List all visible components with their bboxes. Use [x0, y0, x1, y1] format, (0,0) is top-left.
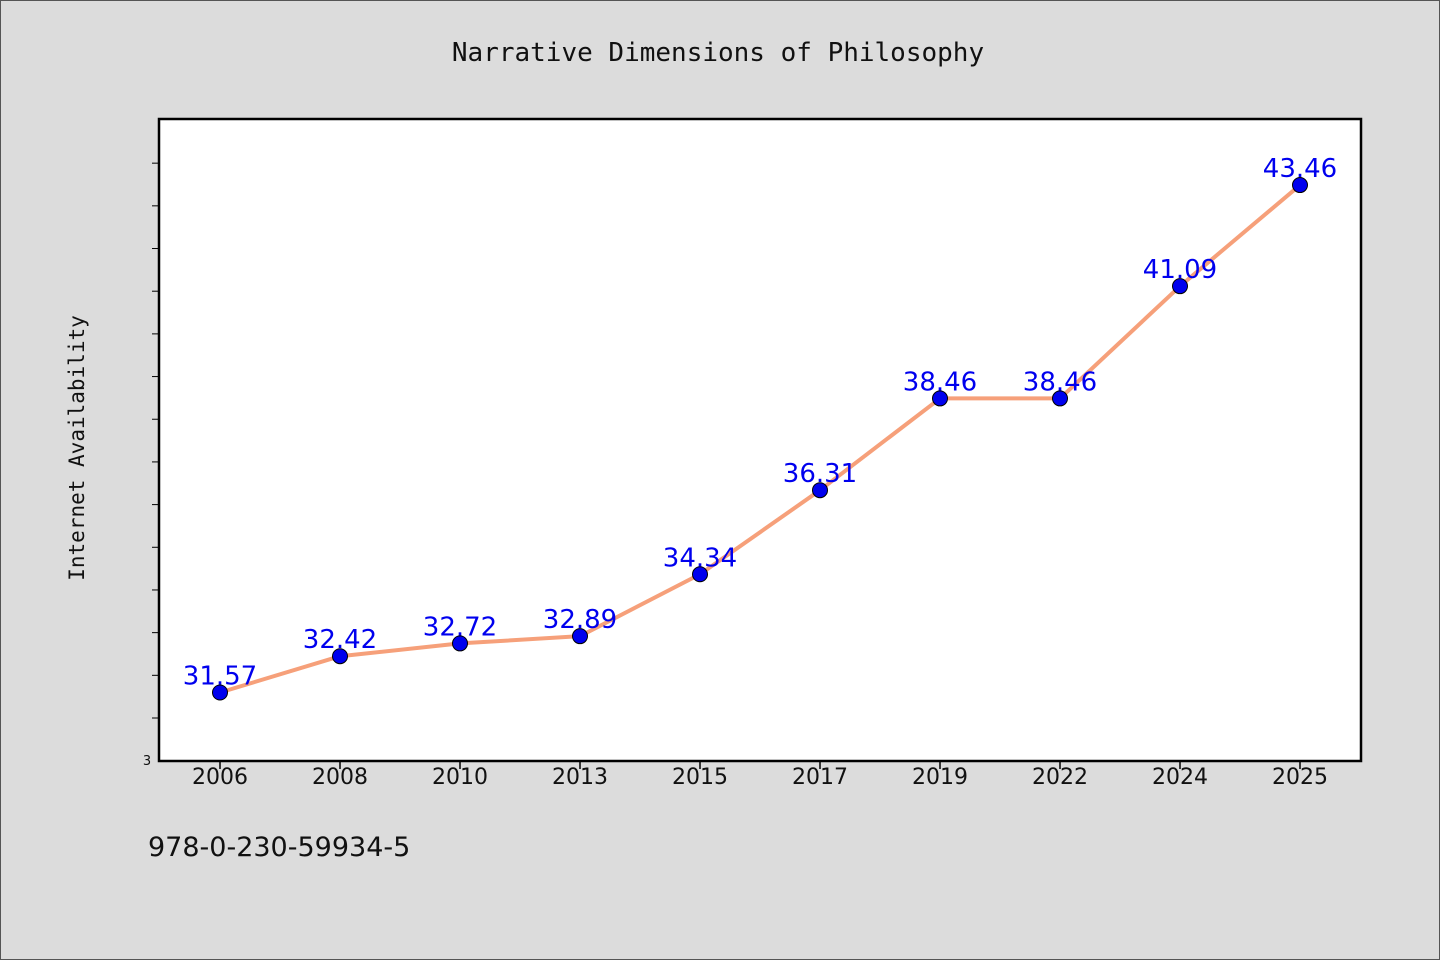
data-point: [812, 482, 828, 499]
data-point: [1172, 278, 1188, 295]
data-point: [932, 390, 948, 407]
x-tick-label: 2006: [192, 765, 248, 790]
x-axis-ticks: 2006 2008 2010 2013 2015 2017 2019 2022 2024 2025: [192, 761, 1328, 790]
data-point: [572, 628, 588, 645]
series-line: [218, 183, 1302, 695]
x-tick-label: 2008: [312, 765, 368, 790]
isbn-text: 978-0-230-59934-5: [148, 832, 411, 863]
x-tick-label: 2015: [672, 765, 728, 790]
x-tick-label: 2019: [912, 765, 968, 790]
data-label: 32.42: [303, 625, 377, 655]
data-point: [1052, 390, 1068, 407]
data-point: [212, 684, 228, 701]
y-axis-label: Internet Availability: [65, 315, 89, 581]
x-tick-label: 2010: [432, 765, 488, 790]
data-label: 36.31: [783, 459, 857, 489]
data-point: [692, 566, 708, 583]
series-group: [212, 177, 1308, 701]
chart-title: Narrative Dimensions of Philosophy: [452, 38, 984, 68]
x-tick-label: 2022: [1032, 765, 1088, 790]
data-label: 34.34: [663, 543, 737, 573]
data-label: 32.72: [423, 612, 497, 642]
y-axis-min-label: 3: [143, 754, 151, 769]
data-point: [1292, 177, 1308, 194]
data-label: 41.09: [1143, 255, 1217, 285]
x-tick-label: 2017: [792, 765, 848, 790]
data-label: 43.46: [1263, 154, 1337, 184]
data-label: 32.89: [543, 605, 617, 635]
plot-area: [157, 117, 1363, 763]
data-label: 38.46: [903, 367, 977, 397]
x-tick-label: 2024: [1152, 765, 1208, 790]
data-label: 31.57: [183, 662, 257, 692]
data-labels-group: 31.57 32.42 32.72 32.89 34.34 36.31 38.46 38.46…: [183, 154, 1337, 691]
data-point: [332, 648, 348, 665]
y-axis-ticks: [152, 162, 159, 719]
x-tick-label: 2013: [552, 765, 608, 790]
x-tick-label: 2025: [1272, 765, 1328, 790]
data-point: [452, 635, 468, 652]
data-label: 38.46: [1023, 367, 1097, 397]
